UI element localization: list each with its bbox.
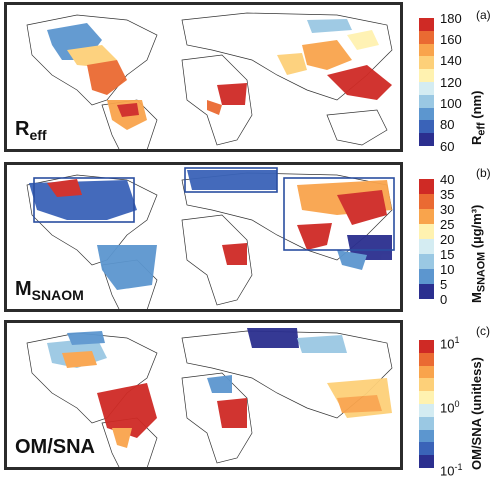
world-map-c [26,328,393,467]
tick-label: 100 [440,399,460,416]
tick-label: 30 [440,202,455,217]
tick-label: 101 [440,335,460,352]
colorbar-title-a: Reff (nm) [469,90,488,145]
colorbar-c-segment [419,429,434,443]
variable-label-a: Reff [15,118,47,143]
colorbar-c-segment [419,352,434,366]
tick-label: 80 [440,117,455,132]
colorbar-c-segment [419,340,434,353]
colorbar-a-segment [419,69,434,82]
colorbar-b-segment [419,269,434,284]
panel-letter-c: (c) [476,324,490,338]
colorbar-b-segment [419,239,434,254]
colorbar-b-segment [419,254,434,269]
colorbar-a-segment [419,56,434,70]
tick-label: 180 [440,11,462,26]
tick-label: 120 [440,75,462,90]
colorbar-title-c: OM/SNA (unitless) [469,357,484,470]
colorbar-c-segment [419,442,434,456]
tick-label: 10 [440,262,455,277]
panel-b-map: MSNAOM [4,162,403,312]
variable-label-c: OM/SNA [15,436,95,458]
colorbar-b-segment [419,179,434,194]
tick-label: 0 [440,292,448,307]
variable-label-b: MSNAOM [15,278,84,303]
colorbar-b [419,179,434,299]
colorbar-c-segment [419,455,434,468]
tick-label: 10-1 [440,462,463,479]
colorbar-b-segment [419,194,434,209]
tick-label: 60 [440,139,455,154]
colorbar-a-segment [419,107,434,121]
colorbar-a-segment [419,94,434,108]
colorbar-c-segment [419,416,434,430]
colorbar-b-segment [419,224,434,239]
panel-a-map: Reff [4,2,403,152]
panel-letter-b: (b) [476,166,491,180]
colorbar-a-segment [419,30,434,44]
colorbar-a-segment [419,133,434,146]
colorbar-b-segment [419,284,434,299]
world-map-b [26,167,395,309]
colorbar-a-segment [419,43,434,57]
colorbar-title-b: MSNAOM (µg/m³) [469,204,488,303]
panel-letter-a: (a) [476,8,491,22]
tick-label: 35 [440,187,455,202]
colorbar-a-segment [419,81,434,95]
colorbar-b-segment [419,209,434,224]
colorbar-c [419,340,434,468]
tick-label: 20 [440,232,455,247]
tick-label: 25 [440,217,455,232]
tick-label: 100 [440,96,462,111]
tick-label: 160 [440,32,462,47]
tick-label: 140 [440,53,462,68]
tick-label: 40 [440,172,455,187]
colorbar-a-segment [419,18,434,31]
colorbar-c-segment [419,403,434,417]
colorbar-a [419,18,434,146]
colorbar-a-segment [419,120,434,134]
panel-c-map: OM/SNA [4,320,403,470]
tick-label: 5 [440,277,448,292]
world-map-a [26,12,393,149]
colorbar-c-segment [419,365,434,379]
colorbar-c-segment [419,391,434,404]
tick-label: 15 [440,247,455,262]
colorbar-c-segment [419,378,434,392]
